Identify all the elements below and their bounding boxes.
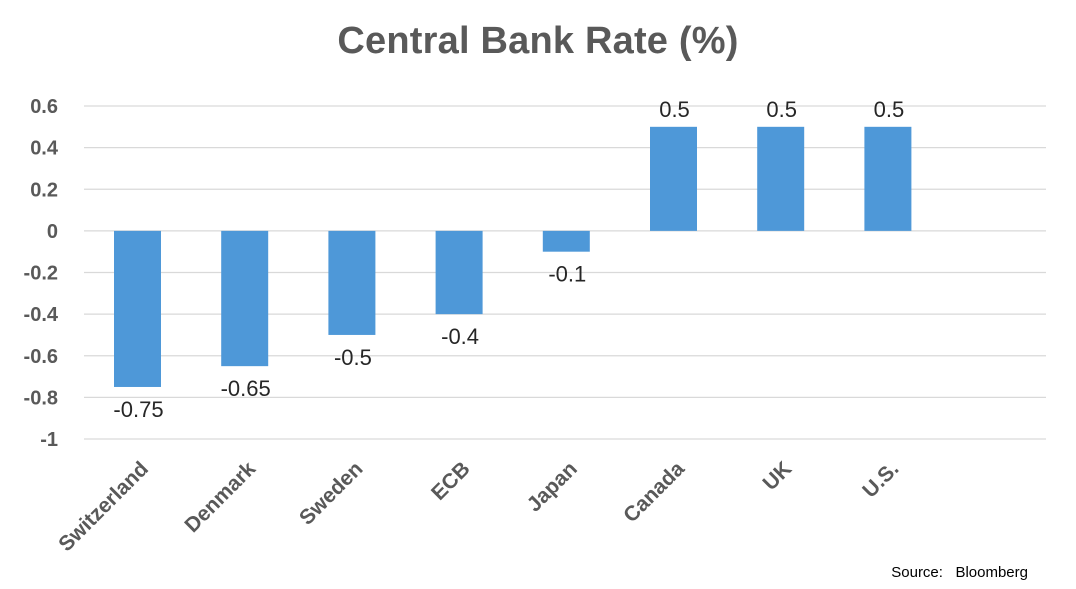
bars — [114, 126, 912, 387]
y-tick-label: -0.6 — [24, 346, 58, 368]
bar — [650, 126, 697, 231]
data-label: -0.65 — [221, 376, 271, 401]
x-tick-label: Canada — [619, 457, 689, 527]
data-label: 0.5 — [659, 97, 690, 122]
y-tick-label: 0 — [47, 221, 58, 243]
bar — [221, 230, 269, 367]
data-labels: -0.75 -0.65 -0.5 -0.4 -0.1 0.5 0.5 0.5 — [113, 97, 904, 422]
x-axis-ticks: Switzerland Denmark Sweden ECB Japan Canada UK… — [54, 457, 903, 556]
data-label: -0.4 — [441, 324, 479, 349]
x-tick-label: ECB — [427, 457, 475, 505]
y-tick-label: -0.4 — [24, 304, 59, 326]
data-label: 0.5 — [874, 97, 905, 122]
data-label: 0.5 — [766, 97, 797, 122]
bar — [757, 126, 805, 231]
y-tick-label: -1 — [40, 429, 58, 451]
bar — [114, 230, 161, 387]
bar — [864, 126, 912, 231]
y-tick-label: -0.8 — [24, 387, 58, 409]
bar — [328, 230, 376, 335]
y-axis-ticks: 0.6 0.4 0.2 0 -0.2 -0.4 -0.6 -0.8 -1 — [24, 96, 59, 451]
y-tick-label: 0.4 — [30, 138, 59, 160]
bar — [435, 230, 483, 315]
x-tick-label: U.S. — [858, 457, 903, 502]
data-label: -0.75 — [113, 397, 163, 422]
y-tick-label: 0.2 — [30, 179, 58, 201]
bar — [542, 230, 590, 252]
y-tick-label: 0.6 — [30, 96, 58, 118]
source-note: Source: Bloomberg — [891, 564, 1028, 581]
data-label: -0.5 — [334, 345, 372, 370]
chart-title: Central Bank Rate (%) — [337, 20, 739, 62]
x-tick-label: UK — [759, 457, 797, 495]
x-tick-label: Japan — [523, 457, 582, 516]
x-tick-label: Sweden — [295, 457, 367, 529]
y-tick-label: -0.2 — [24, 263, 58, 285]
data-label: -0.1 — [548, 262, 586, 287]
x-tick-label: Switzerland — [54, 457, 153, 556]
x-tick-label: Denmark — [180, 457, 260, 537]
